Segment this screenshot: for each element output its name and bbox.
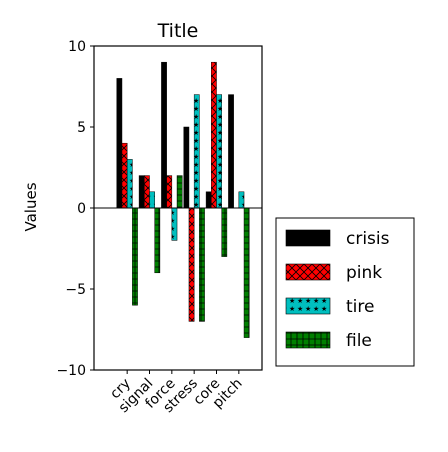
- y-tick-label: −5: [65, 282, 86, 298]
- bar-hatch-file-stress: [199, 208, 205, 322]
- bar-crisis-stress: [183, 126, 190, 209]
- bar-hatch-file-signal: [154, 208, 160, 273]
- bar-hatch-tire-force: [171, 208, 178, 241]
- legend-swatch-hatch-file: [286, 332, 330, 348]
- y-tick-label: −10: [56, 363, 86, 379]
- bar-hatch-file-pitch: [244, 208, 250, 338]
- bar-hatch-pink-stress: [188, 208, 195, 322]
- y-tick-label: 10: [68, 39, 86, 55]
- legend-swatch-hatch-tire: [286, 298, 330, 314]
- bar-hatch-file-cry: [132, 208, 138, 306]
- bar-hatch-pink-force: [166, 175, 172, 208]
- legend: crisis pink tire file: [275, 217, 415, 367]
- legend-swatch-crisis: [285, 229, 331, 247]
- bar-hatch-pink-core: [211, 62, 217, 209]
- bar-crisis-force: [161, 61, 167, 209]
- chart-title: Title: [157, 20, 199, 42]
- bar-hatch-tire-pitch: [238, 191, 245, 208]
- bar-hatch-pink-cry: [121, 143, 128, 208]
- legend-label-crisis: crisis: [346, 229, 390, 249]
- legend-label-pink: pink: [346, 263, 382, 283]
- bar-hatch-tire-core: [216, 94, 222, 208]
- bars-layer: [116, 61, 250, 338]
- y-tick-label: 5: [77, 120, 86, 136]
- bar-hatch-tire-signal: [149, 191, 155, 208]
- bar-hatch-tire-cry: [127, 159, 133, 208]
- y-axis-label: Values: [22, 182, 40, 231]
- bar-hatch-pink-signal: [144, 175, 150, 208]
- legend-label-file: file: [346, 331, 372, 351]
- bar-crisis-signal: [138, 175, 145, 209]
- legend-swatch-hatch-pink: [286, 264, 330, 280]
- bar-hatch-file-force: [177, 175, 183, 208]
- bar-hatch-tire-stress: [194, 94, 200, 208]
- y-tick-label: 0: [77, 201, 86, 217]
- bar-crisis-pitch: [228, 94, 234, 209]
- bar-crisis-cry: [116, 78, 123, 209]
- legend-label-tire: tire: [346, 297, 374, 317]
- bar-crisis-core: [205, 191, 212, 209]
- bar-hatch-file-core: [221, 208, 227, 257]
